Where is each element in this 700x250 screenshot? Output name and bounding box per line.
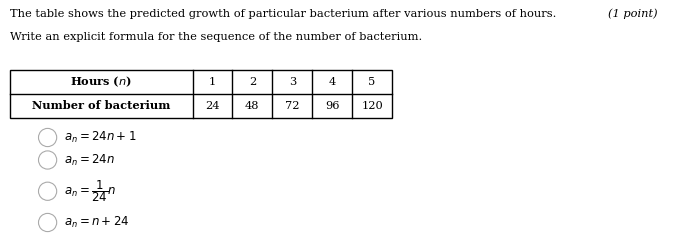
Text: 4: 4 xyxy=(328,77,336,87)
Ellipse shape xyxy=(38,128,57,146)
Text: 5: 5 xyxy=(368,77,376,87)
Text: The table shows the predicted growth of particular bacterium after various numbe: The table shows the predicted growth of … xyxy=(10,9,556,19)
Ellipse shape xyxy=(38,151,57,169)
Text: 120: 120 xyxy=(361,100,383,110)
Text: 1: 1 xyxy=(209,77,216,87)
Text: $a_n = 24n + 1$: $a_n = 24n + 1$ xyxy=(64,130,136,145)
Text: 96: 96 xyxy=(325,100,340,110)
Text: Hours ($n$): Hours ($n$) xyxy=(70,74,132,89)
Text: Number of bacterium: Number of bacterium xyxy=(32,100,170,111)
Text: 3: 3 xyxy=(288,77,296,87)
Text: $a_n = 24n$: $a_n = 24n$ xyxy=(64,152,116,168)
Text: (1 point): (1 point) xyxy=(608,9,657,19)
Text: $a_n = n + 24$: $a_n = n + 24$ xyxy=(64,215,130,230)
Ellipse shape xyxy=(38,182,57,200)
Bar xyxy=(10,70,392,117)
Text: 24: 24 xyxy=(205,100,220,110)
Text: 72: 72 xyxy=(285,100,300,110)
Text: Write an explicit formula for the sequence of the number of bacterium.: Write an explicit formula for the sequen… xyxy=(10,32,422,42)
Text: 2: 2 xyxy=(248,77,256,87)
Text: $a_n = \dfrac{1}{24}n$: $a_n = \dfrac{1}{24}n$ xyxy=(64,178,117,204)
Ellipse shape xyxy=(38,214,57,232)
Text: 48: 48 xyxy=(245,100,260,110)
